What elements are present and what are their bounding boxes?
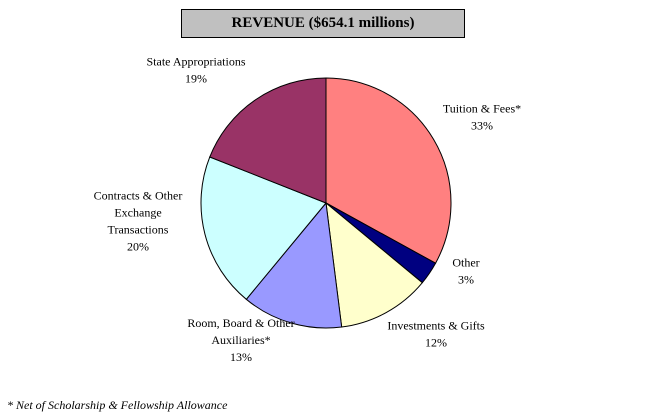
slice-label: Tuition & Fees* 33%: [443, 102, 521, 133]
slice-name: Tuition & Fees*: [443, 102, 521, 116]
slice-name: Transactions: [108, 223, 169, 237]
slice-percent: 20%: [127, 240, 149, 254]
pie-slice: [245, 201, 343, 329]
slice-percent: 33%: [471, 119, 493, 133]
pie-slice: [209, 77, 327, 204]
slice-label: Investments & Gifts 12%: [387, 319, 485, 350]
slice-name: Auxiliaries*: [211, 333, 270, 347]
pie-chart: Tuition & Fees* 33% Other 3% Investments & G…: [94, 55, 521, 365]
pie-slice: [325, 201, 424, 328]
slice-name: Other: [452, 256, 479, 270]
pie-slices: [200, 77, 452, 329]
pie-labels: Tuition & Fees* 33% Other 3% Investments & G…: [94, 55, 521, 365]
pie-slice: [200, 156, 327, 301]
slice-label: Room, Board & Other Auxiliaries* 13%: [187, 316, 294, 364]
slice-percent: 13%: [230, 350, 252, 364]
slice-name: Investments & Gifts: [387, 319, 485, 333]
pie-slice: [325, 77, 452, 264]
slice-percent: 19%: [185, 72, 207, 86]
slice-label: Contracts & Other Exchange Transactions 20%: [94, 189, 183, 254]
slice-percent: 12%: [425, 336, 447, 350]
slice-name: Contracts & Other: [94, 189, 183, 203]
slice-label: State Appropriations 19%: [147, 55, 246, 86]
footnote: * Net of Scholarship & Fellowship Allowa…: [7, 398, 228, 412]
slice-name: State Appropriations: [147, 55, 246, 69]
slice-label: Other 3%: [452, 256, 479, 287]
chart-title: REVENUE ($654.1 millions): [181, 9, 465, 38]
slice-name: Room, Board & Other: [187, 316, 294, 330]
slice-percent: 3%: [458, 273, 474, 287]
slice-name: Exchange: [114, 206, 161, 220]
